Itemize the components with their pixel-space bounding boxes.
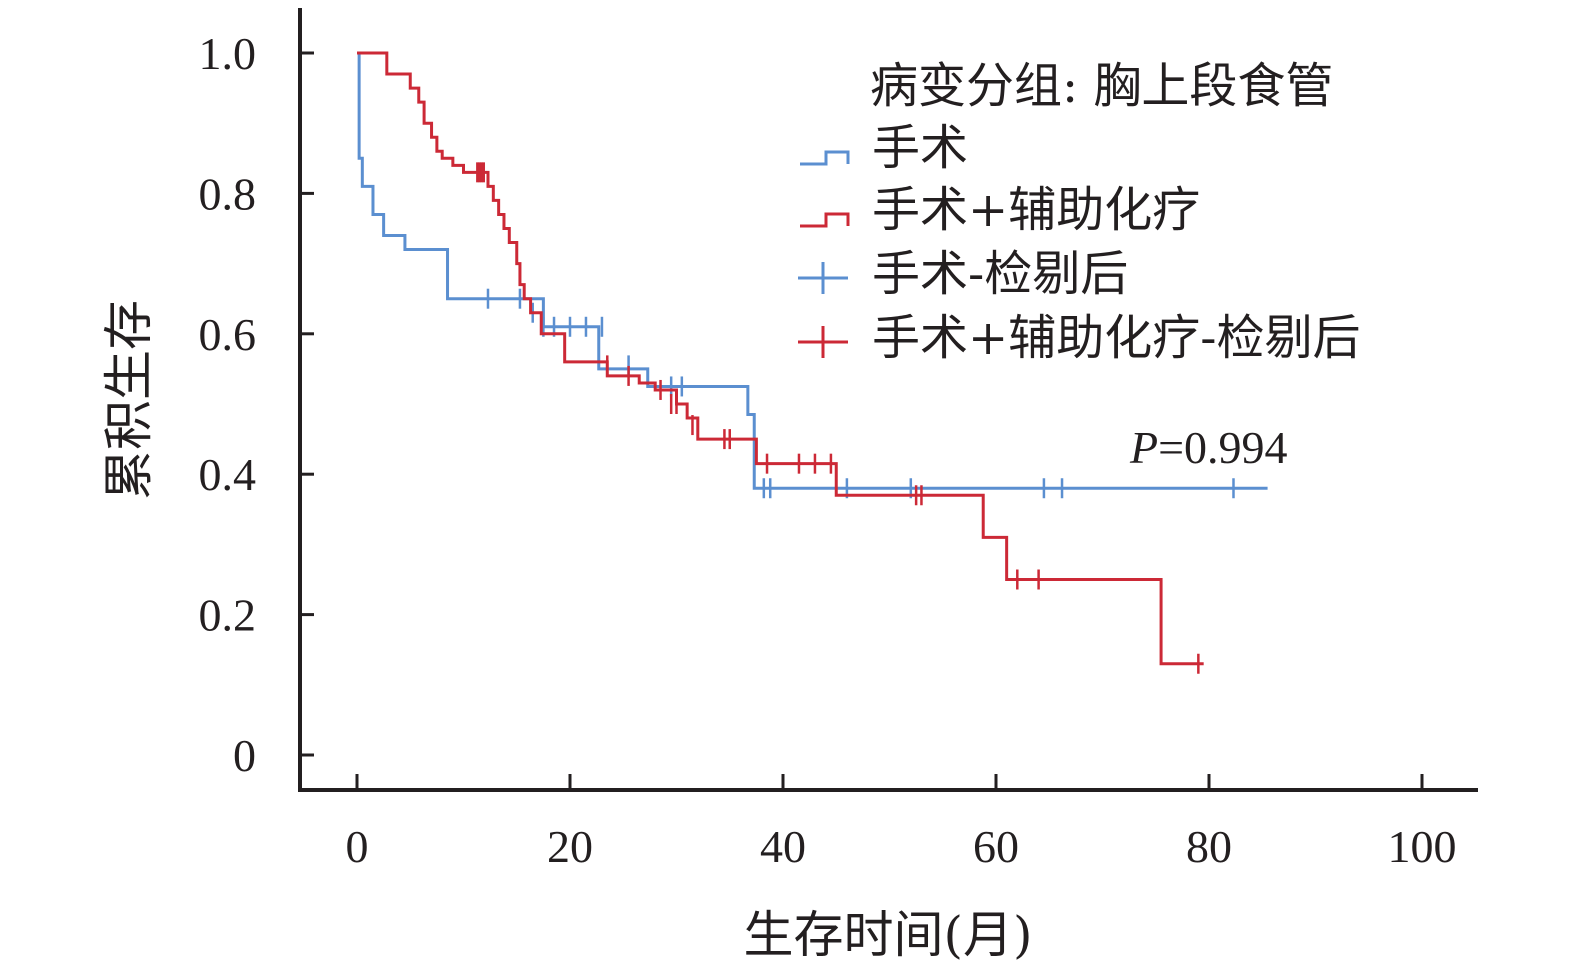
p-value-annotation: P=0.994 xyxy=(1129,422,1288,473)
x-tick-label: 80 xyxy=(1186,821,1232,872)
y-tick-label: 0.4 xyxy=(199,449,257,500)
survival-curves xyxy=(357,51,1268,674)
y-axis-title: 累积生存 xyxy=(100,300,158,500)
x-tick-label: 40 xyxy=(760,821,806,872)
legend-symbol-surgery xyxy=(800,150,850,166)
y-ticks: 0 0.2 0.4 0.6 0.8 1.0 xyxy=(199,28,314,781)
legend-symbol-chemo xyxy=(800,212,850,228)
series-1 xyxy=(357,51,1204,674)
series-0 xyxy=(357,51,1268,499)
y-tick-label: 0.6 xyxy=(199,309,257,360)
y-tick-label: 1.0 xyxy=(199,28,257,79)
x-tick-label: 20 xyxy=(547,821,593,872)
y-tick-label: 0 xyxy=(233,730,256,781)
series-line xyxy=(357,51,1268,490)
x-tick-label: 60 xyxy=(973,821,1019,872)
x-tick-label: 100 xyxy=(1388,821,1457,872)
axes xyxy=(298,8,1478,792)
legend-label-chemo: 手术+辅助化疗 xyxy=(872,182,1200,238)
x-axis-title: 生存时间(月) xyxy=(743,906,1032,964)
legend-symbol-chemo-censored xyxy=(798,326,848,358)
series-line xyxy=(357,51,1204,666)
legend-label-surgery: 手术 xyxy=(872,120,968,176)
legend-title: 病变分组: 胸上段食管 xyxy=(870,58,1333,114)
legend: 病变分组: 胸上段食管 手术 手术+辅助化疗 手术-检剔后 手术+辅助化疗-检剔… xyxy=(798,58,1360,366)
legend-symbol-surgery-censored xyxy=(798,262,848,294)
legend-label-surgery-censored: 手术-检剔后 xyxy=(872,246,1128,302)
x-ticks: 0 20 40 60 80 100 xyxy=(346,774,1457,872)
legend-label-chemo-censored: 手术+辅助化疗-检剔后 xyxy=(872,310,1360,366)
y-tick-label: 0.8 xyxy=(199,168,257,219)
y-tick-label: 0.2 xyxy=(199,590,257,641)
x-tick-label: 0 xyxy=(346,821,369,872)
